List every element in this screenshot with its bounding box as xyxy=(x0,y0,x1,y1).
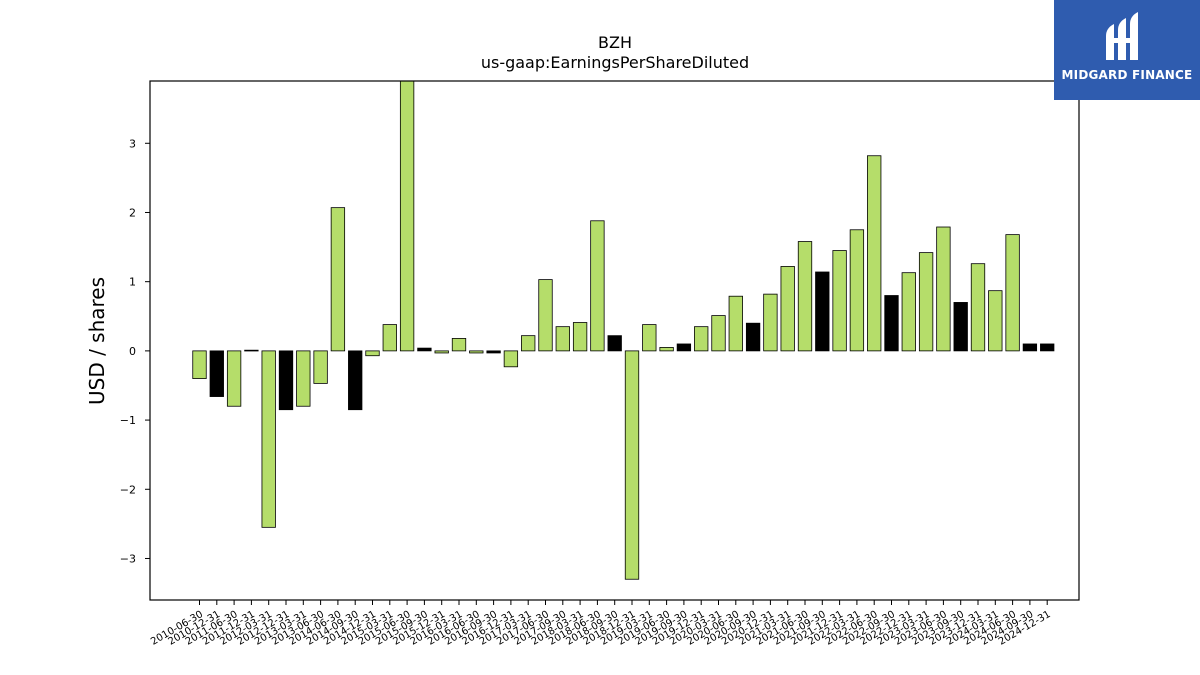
x-ticks-group: 2010-06-302010-12-312011-06-302011-12-31… xyxy=(149,600,1053,648)
bar-2018-03-31 xyxy=(572,322,588,352)
bar-2011-12-31 xyxy=(244,349,259,352)
bar-2011-06-30 xyxy=(226,350,242,407)
bar-2015-12-31 xyxy=(434,350,449,354)
bar-2018-06-30 xyxy=(590,220,605,352)
bar-2021-12-31 xyxy=(832,250,847,352)
bar-2019-06-30 xyxy=(659,347,674,352)
y-axis-label: USD / shares xyxy=(85,277,109,405)
brand-logo: MIDGARD FINANCE xyxy=(1054,0,1200,100)
bar-2014-06-30 xyxy=(330,207,346,352)
bar-2024-06-30 xyxy=(1005,234,1020,352)
bar-2014-09-30 xyxy=(348,350,363,411)
bar-2024-03-31 xyxy=(988,290,1003,352)
y-tick-label: 1 xyxy=(129,276,136,289)
bar-2020-06-30 xyxy=(728,295,743,352)
bar-2016-09-30 xyxy=(486,350,501,354)
chart-subtitle: us-gaap:EarningsPerShareDiluted xyxy=(481,53,749,72)
plot-frame xyxy=(149,80,1080,601)
y-tick-label: −2 xyxy=(120,483,136,496)
y-tick-label: 0 xyxy=(129,345,136,358)
bar-2013-06-30 xyxy=(313,350,328,384)
bar-2015-06-30 xyxy=(399,80,415,352)
bar-2023-09-30 xyxy=(953,302,968,352)
y-tick-label: −3 xyxy=(120,552,136,565)
bar-2010-12-31 xyxy=(209,350,224,397)
chart-title: BZH xyxy=(598,33,632,52)
bar-2021-06-30 xyxy=(797,241,813,352)
y-ticks-group: −3 −2 −1 0 1 2 3 xyxy=(120,137,150,565)
bar-2016-06-30 xyxy=(469,350,484,354)
bar-2024-12-31 xyxy=(1040,343,1055,352)
bars-group xyxy=(192,80,1055,580)
bar-2022-09-30 xyxy=(884,295,899,352)
bar-2018-12-31 xyxy=(624,350,640,580)
bar-2022-03-31 xyxy=(849,229,865,352)
y-tick-label: 3 xyxy=(129,137,136,150)
bar-2010-06-30 xyxy=(192,350,207,379)
bar-2024-09-30 xyxy=(1022,343,1038,352)
bar-2015-09-30 xyxy=(417,347,432,352)
bar-2017-03-31 xyxy=(521,335,536,352)
bar-2021-09-30 xyxy=(815,271,830,352)
bar-2023-12-31 xyxy=(970,263,986,352)
bar-2017-09-30 xyxy=(555,326,570,352)
bar-2014-12-31 xyxy=(365,350,380,357)
bar-2018-09-30 xyxy=(607,335,622,352)
y-tick-label: 2 xyxy=(129,206,136,219)
bar-2020-03-31 xyxy=(711,315,726,352)
midgard-logo-icon xyxy=(1106,12,1138,60)
bar-2017-06-30 xyxy=(538,279,553,352)
bar-2020-09-30 xyxy=(745,322,761,352)
bar-2015-03-31 xyxy=(382,324,397,352)
bar-2020-12-31 xyxy=(763,293,778,352)
bar-2021-03-31 xyxy=(780,266,795,352)
bar-2023-06-30 xyxy=(936,226,951,352)
bar-2022-12-31 xyxy=(901,272,916,352)
bar-2019-03-31 xyxy=(642,324,657,352)
bar-2022-06-30 xyxy=(867,155,882,352)
bar-2019-09-30 xyxy=(676,343,692,352)
bar-2023-03-31 xyxy=(918,252,934,352)
bar-2012-03-31 xyxy=(261,350,276,528)
y-tick-label: −1 xyxy=(120,414,136,427)
bar-2019-12-31 xyxy=(694,326,709,352)
bar-2016-03-31 xyxy=(451,338,467,352)
bar-2012-12-31 xyxy=(278,350,294,411)
bar-2016-12-31 xyxy=(503,350,519,368)
bar-2013-03-31 xyxy=(296,350,311,407)
logo-text: MIDGARD FINANCE xyxy=(1061,68,1193,82)
